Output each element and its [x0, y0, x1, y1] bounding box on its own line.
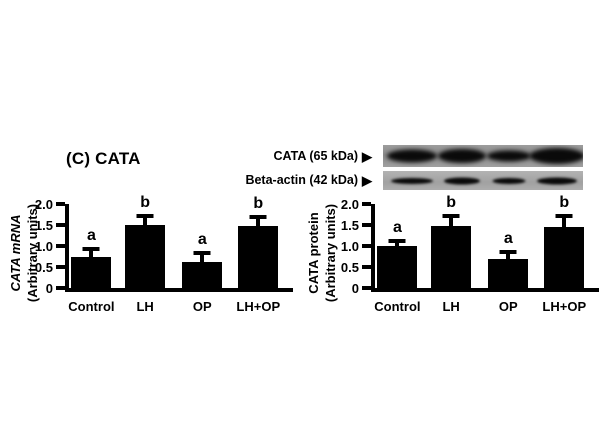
protein-band — [487, 150, 531, 162]
bar — [125, 225, 166, 288]
plot-area-mrna: 0 0.5 1.0 1.5 2.0 a b a b — [35, 195, 293, 295]
bar — [544, 227, 585, 288]
error-bar-stem — [395, 239, 400, 248]
significance-letter: b — [446, 193, 457, 211]
y-tick-label: 1.0 — [34, 239, 53, 254]
x-tick-label: Control — [374, 299, 421, 314]
blot-label-cata-text: CATA (65 kDa) — [273, 149, 358, 163]
bar — [182, 261, 223, 288]
significance-letter: b — [253, 195, 264, 213]
error-bar-cap — [193, 251, 211, 256]
y-tick-label: 2.0 — [340, 197, 359, 212]
plot-area-protein: 0 0.5 1.0 1.5 2.0 a b a b — [341, 194, 599, 295]
blot-label-beta-actin: Beta-actin (42 kDa) ▶ — [205, 170, 372, 190]
error-bar-stem — [506, 251, 511, 261]
x-tick-label: Control — [68, 299, 115, 314]
protein-band — [391, 177, 433, 184]
blot-label-cata: CATA (65 kDa) ▶ — [205, 145, 372, 167]
x-tick-label: LH — [442, 299, 460, 314]
y-tick-label: 1.5 — [340, 218, 359, 233]
protein-band — [492, 177, 526, 184]
error-bar-cap — [388, 238, 406, 243]
protein-band — [387, 149, 437, 163]
bar — [71, 256, 112, 288]
error-bar-stem — [449, 214, 454, 229]
error-bar-cap — [499, 250, 517, 255]
y-tick-mark — [56, 286, 65, 290]
protein-band — [529, 148, 583, 164]
significance-letter: a — [197, 231, 207, 249]
error-bar-stem — [143, 215, 148, 227]
bar — [431, 226, 472, 288]
western-blot-beta-actin — [383, 171, 583, 190]
error-bar-stem — [256, 216, 261, 229]
y-tick-mark — [362, 202, 371, 206]
y-tick-label: 2.0 — [34, 197, 53, 212]
x-tick-label: OP — [192, 299, 212, 314]
error-bar-stem — [89, 248, 94, 259]
significance-letter: b — [140, 194, 151, 212]
significance-letter: a — [86, 227, 96, 245]
y-tick-mark — [56, 244, 65, 248]
y-tick-mark — [56, 223, 65, 227]
error-bar-cap — [249, 215, 267, 220]
significance-letter: a — [392, 218, 402, 236]
y-tick-mark — [362, 223, 371, 227]
y-tick-label: 1.5 — [34, 218, 53, 233]
error-bar-cap — [555, 214, 573, 219]
bar — [377, 246, 418, 288]
y-tick-mark — [56, 265, 65, 269]
significance-letter: a — [503, 230, 513, 248]
x-tick-label: LH — [136, 299, 154, 314]
x-axis-labels-mrna: Control LH OP LH+OP — [68, 299, 293, 315]
panel-title: (C) CATA — [66, 149, 141, 168]
y-tick-mark — [56, 202, 65, 206]
protein-band — [438, 149, 486, 163]
western-blot-cata — [383, 145, 583, 167]
y-tick-label: 1.0 — [340, 239, 359, 254]
y-tick-mark — [362, 265, 371, 269]
error-bar-stem — [200, 252, 205, 264]
error-bar-cap — [82, 247, 100, 252]
y-tick-mark — [362, 286, 371, 290]
x-tick-label: LH+OP — [542, 299, 587, 314]
error-bar-cap — [442, 213, 460, 218]
y-tick-label: 0.5 — [34, 260, 53, 275]
arrowhead-icon: ▶ — [362, 172, 372, 188]
y-tick-label: 0 — [45, 281, 53, 296]
arrowhead-icon: ▶ — [362, 148, 372, 164]
bar — [238, 226, 279, 288]
y-tick-label: 0 — [351, 281, 359, 296]
y-tick-mark — [362, 244, 371, 248]
significance-letter: b — [559, 194, 570, 212]
protein-band — [444, 177, 480, 184]
bar — [488, 258, 529, 288]
y-tick-label: 0.5 — [340, 260, 359, 275]
x-tick-label: LH+OP — [236, 299, 281, 314]
y-axis-label-line1: CATA protein — [306, 212, 321, 294]
x-axis-labels-protein: Control LH OP LH+OP — [374, 299, 599, 315]
error-bar-cap — [136, 214, 154, 219]
x-tick-label: OP — [498, 299, 518, 314]
error-bar-stem — [562, 215, 567, 230]
protein-band — [537, 177, 577, 184]
blot-label-beta-actin-text: Beta-actin (42 kDa) — [245, 173, 358, 187]
